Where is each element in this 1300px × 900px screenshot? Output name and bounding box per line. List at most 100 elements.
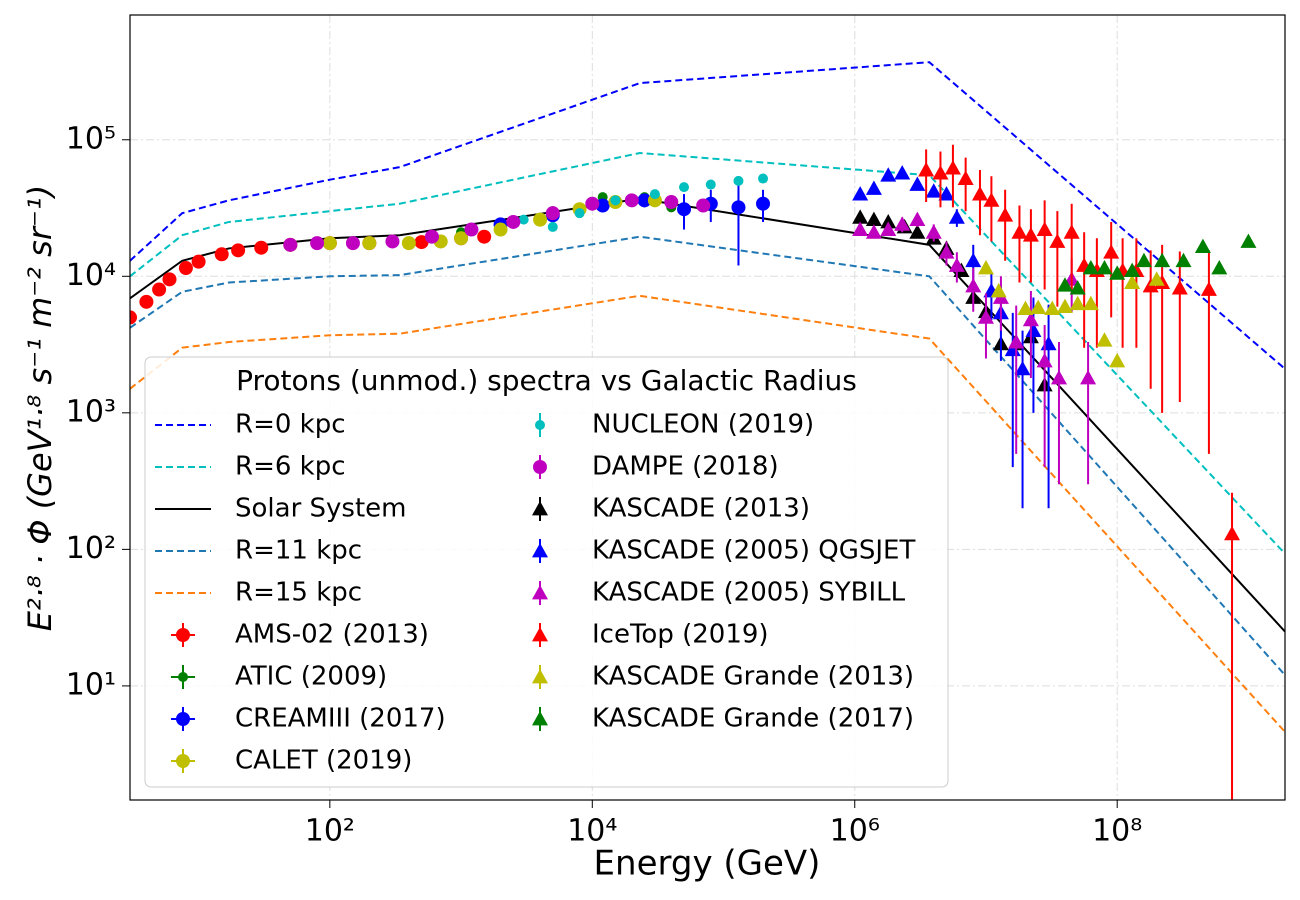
triangle-marker: [1135, 252, 1152, 268]
legend-label: NUCLEON (2019): [592, 410, 814, 440]
model-line: [130, 151, 1285, 555]
triangle-marker: [1124, 262, 1141, 278]
triangle-marker: [1050, 369, 1067, 385]
triangle-marker: [1096, 332, 1113, 347]
triangle-marker: [852, 209, 869, 224]
circle-marker: [477, 229, 492, 244]
model-line: [130, 294, 1285, 733]
triangle-marker: [983, 192, 1000, 207]
circle-marker: [162, 272, 177, 287]
legend-label: CREAMIII (2017): [235, 704, 446, 734]
legend-label: KASCADE (2005) SYBILL: [592, 578, 906, 608]
triangle-marker: [925, 183, 942, 198]
circle-marker: [139, 294, 154, 309]
circle-marker: [454, 231, 469, 246]
circle-marker: [191, 254, 206, 269]
circle-marker: [677, 202, 692, 217]
circle-marker: [178, 672, 188, 682]
triangle-marker: [532, 585, 548, 600]
circle-marker: [705, 179, 716, 190]
triangle-marker: [894, 216, 911, 231]
legend-label: R=6 kpc: [235, 452, 346, 482]
legend-label: KASCADE Grande (2013): [592, 662, 914, 692]
triangle-marker: [1109, 265, 1126, 280]
triangle-marker: [938, 244, 955, 259]
circle-marker: [345, 236, 360, 251]
triangle-marker: [1148, 271, 1165, 286]
triangle-marker: [1044, 300, 1061, 316]
triangle-marker: [1036, 352, 1053, 368]
circle-marker: [535, 420, 545, 430]
y-tick-label: 10²: [66, 531, 116, 566]
x-tick-label: 10⁸: [1092, 814, 1142, 849]
triangle-marker: [1049, 233, 1066, 248]
triangle-marker: [909, 224, 926, 239]
triangle-marker: [532, 711, 548, 726]
triangle-marker: [1096, 260, 1113, 275]
triangle-marker: [1022, 227, 1039, 242]
triangle-marker: [1056, 298, 1073, 313]
triangle-marker: [997, 207, 1014, 222]
triangle-marker: [1036, 221, 1053, 236]
circle-marker: [585, 196, 600, 211]
circle-marker: [547, 221, 558, 232]
circle-marker: [362, 236, 377, 251]
y-tick-label: 10¹: [66, 667, 116, 702]
triangle-marker: [1175, 252, 1192, 268]
legend-label: R=0 kpc: [235, 410, 346, 440]
triangle-marker: [932, 165, 949, 180]
circle-marker: [152, 282, 167, 297]
circle-marker: [464, 222, 479, 237]
triangle-marker: [1200, 281, 1217, 296]
circle-marker: [664, 195, 679, 210]
triangle-marker: [880, 167, 897, 182]
triangle-marker: [1011, 224, 1028, 239]
circle-marker: [637, 193, 652, 208]
circle-marker: [176, 754, 190, 768]
legend-label: DAMPE (2018): [592, 452, 779, 482]
circle-marker: [178, 261, 193, 276]
model-line: [130, 61, 1285, 370]
circle-marker: [733, 175, 744, 186]
legend-label: AMS-02 (2013): [235, 620, 429, 650]
circle-marker: [649, 189, 660, 200]
circle-marker: [176, 712, 190, 726]
circle-marker: [574, 208, 585, 219]
triangle-marker: [1103, 244, 1120, 259]
triangle-marker: [1124, 274, 1141, 289]
circle-marker: [624, 193, 639, 208]
triangle-marker: [880, 221, 897, 236]
circle-marker: [385, 234, 400, 249]
circle-marker: [533, 212, 548, 227]
model-line: [130, 235, 1285, 676]
triangle-marker: [977, 260, 994, 275]
triangle-marker: [532, 627, 548, 642]
triangle-marker: [865, 211, 882, 227]
x-tick-label: 10²: [305, 814, 355, 849]
triangle-marker: [1224, 525, 1241, 541]
triangle-marker: [880, 213, 897, 229]
triangle-marker: [977, 309, 994, 324]
circle-marker: [506, 214, 521, 229]
triangle-marker: [532, 543, 548, 558]
x-tick-label: 10⁴: [567, 814, 617, 849]
circle-marker: [493, 222, 508, 237]
triangle-marker: [1240, 233, 1257, 248]
circle-marker: [231, 243, 246, 258]
triangle-marker: [944, 160, 961, 175]
triangle-marker: [852, 186, 869, 201]
x-tick-label: 10⁶: [830, 814, 880, 849]
y-tick-label: 10³: [66, 394, 116, 429]
circle-marker: [214, 247, 229, 262]
triangle-marker: [938, 186, 955, 201]
triangle-marker: [894, 165, 911, 180]
triangle-marker: [532, 669, 548, 684]
triangle-marker: [1082, 295, 1099, 311]
legend-label: ATIC (2009): [235, 662, 387, 692]
triangle-marker: [925, 224, 942, 239]
legend-label: Solar System: [235, 494, 406, 524]
legend-label: R=15 kpc: [235, 578, 362, 608]
plot-frame: [129, 14, 1286, 801]
legend-label: R=11 kpc: [235, 536, 362, 566]
circle-marker: [283, 237, 298, 252]
